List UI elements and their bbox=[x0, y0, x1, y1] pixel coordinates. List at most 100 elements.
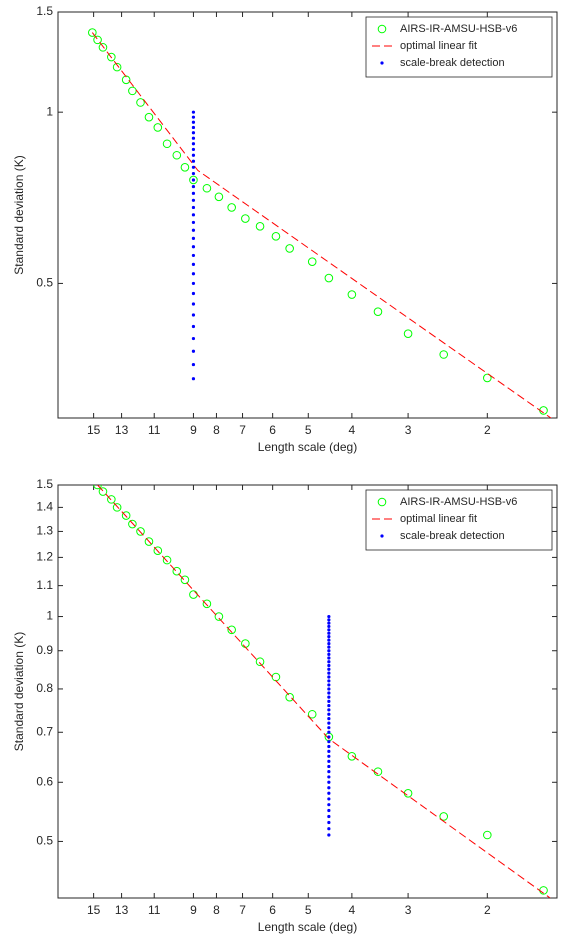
break-point bbox=[327, 663, 331, 668]
data-point bbox=[324, 273, 334, 283]
data-point bbox=[483, 373, 492, 383]
break-point bbox=[327, 638, 331, 642]
data-point bbox=[214, 612, 224, 621]
break-point bbox=[327, 691, 331, 695]
data-point bbox=[285, 244, 294, 253]
x-tick-label: 4 bbox=[349, 903, 356, 917]
break-point bbox=[327, 618, 331, 622]
data-point bbox=[144, 537, 154, 546]
y-tick-label: 0.5 bbox=[36, 276, 53, 290]
y-tick-label: 1.5 bbox=[36, 477, 53, 491]
break-point bbox=[191, 336, 196, 341]
data-point bbox=[255, 222, 265, 231]
x-tick-label: 4 bbox=[349, 423, 356, 437]
x-tick-label: 8 bbox=[213, 423, 220, 437]
break-point bbox=[327, 708, 331, 712]
data-point bbox=[202, 183, 212, 193]
y-tick-label: 0.6 bbox=[36, 774, 53, 788]
break-point bbox=[191, 228, 196, 232]
data-point bbox=[107, 495, 116, 504]
legend-label: scale-break detection bbox=[400, 57, 505, 69]
data-point bbox=[162, 555, 172, 565]
break-point bbox=[327, 744, 331, 749]
break-point bbox=[327, 675, 331, 679]
fit-line bbox=[91, 32, 552, 418]
data-point bbox=[180, 575, 190, 585]
legend-label: scale-break detection bbox=[400, 530, 505, 542]
x-tick-label: 2 bbox=[484, 423, 491, 437]
data-point bbox=[271, 232, 281, 241]
break-point bbox=[327, 671, 331, 675]
break-point bbox=[191, 159, 196, 163]
break-point bbox=[191, 125, 196, 130]
data-point bbox=[483, 830, 492, 840]
legend-label: AIRS-IR-AMSU-HSB-v6 bbox=[400, 496, 517, 508]
data-point bbox=[128, 519, 137, 529]
break-point bbox=[327, 621, 331, 625]
x-tick-label: 15 bbox=[87, 423, 101, 437]
break-point bbox=[191, 272, 196, 276]
data-point bbox=[241, 214, 250, 223]
break-point bbox=[327, 667, 331, 671]
break-point bbox=[191, 131, 196, 135]
x-tick-label: 15 bbox=[87, 903, 101, 917]
x-tick-label: 6 bbox=[269, 903, 276, 917]
data-point bbox=[172, 150, 182, 160]
break-point bbox=[327, 614, 331, 619]
break-point bbox=[191, 324, 196, 329]
x-tick-label: 5 bbox=[305, 423, 312, 437]
data-point bbox=[307, 257, 317, 266]
data-point bbox=[347, 290, 357, 299]
data-point bbox=[255, 657, 265, 667]
break-point bbox=[327, 749, 331, 753]
break-point bbox=[327, 759, 331, 763]
y-tick-label: 0.8 bbox=[36, 681, 53, 695]
break-point bbox=[191, 220, 196, 225]
break-point bbox=[327, 628, 331, 632]
legend-symbol bbox=[380, 61, 384, 65]
y-tick-label: 1.3 bbox=[36, 524, 53, 538]
break-point bbox=[191, 136, 196, 140]
break-point bbox=[327, 797, 331, 801]
break-point bbox=[327, 695, 331, 699]
break-point bbox=[327, 683, 331, 687]
legend: AIRS-IR-AMSU-HSB-v6 optimal linear fit sca… bbox=[365, 16, 553, 78]
y-tick-label: 1.1 bbox=[36, 578, 53, 592]
data-point bbox=[439, 812, 449, 821]
x-tick-label: 13 bbox=[115, 903, 129, 917]
data-point bbox=[121, 511, 131, 520]
data-point bbox=[180, 163, 190, 172]
data-point bbox=[285, 692, 294, 702]
break-point bbox=[327, 803, 331, 807]
data-point bbox=[136, 527, 145, 536]
legend-label: AIRS-IR-AMSU-HSB-v6 bbox=[400, 23, 517, 35]
y-tick-label: 1.2 bbox=[36, 550, 53, 564]
x-tick-label: 3 bbox=[405, 423, 412, 437]
break-point bbox=[327, 645, 331, 649]
break-point bbox=[191, 184, 196, 189]
data-point bbox=[307, 709, 317, 719]
data-point bbox=[162, 139, 172, 149]
x-tick-label: 13 bbox=[115, 423, 129, 437]
data-point bbox=[227, 625, 236, 635]
break-point bbox=[327, 660, 331, 664]
fit-line bbox=[97, 485, 551, 898]
break-point bbox=[327, 631, 331, 635]
break-point bbox=[191, 171, 196, 176]
x-tick-label: 6 bbox=[269, 423, 276, 437]
break-point bbox=[327, 726, 331, 730]
break-point bbox=[327, 820, 331, 825]
break-point bbox=[327, 764, 331, 769]
plot-area bbox=[93, 485, 551, 898]
break-point bbox=[327, 770, 331, 774]
break-point bbox=[327, 635, 331, 639]
break-point bbox=[191, 115, 196, 119]
x-tick-label: 11 bbox=[148, 903, 161, 917]
x-tick-label: 7 bbox=[239, 423, 246, 437]
break-point bbox=[327, 735, 331, 739]
data-point bbox=[98, 487, 108, 496]
break-point bbox=[327, 754, 331, 758]
data-point bbox=[98, 43, 108, 52]
x-tick-label: 5 bbox=[305, 903, 312, 917]
